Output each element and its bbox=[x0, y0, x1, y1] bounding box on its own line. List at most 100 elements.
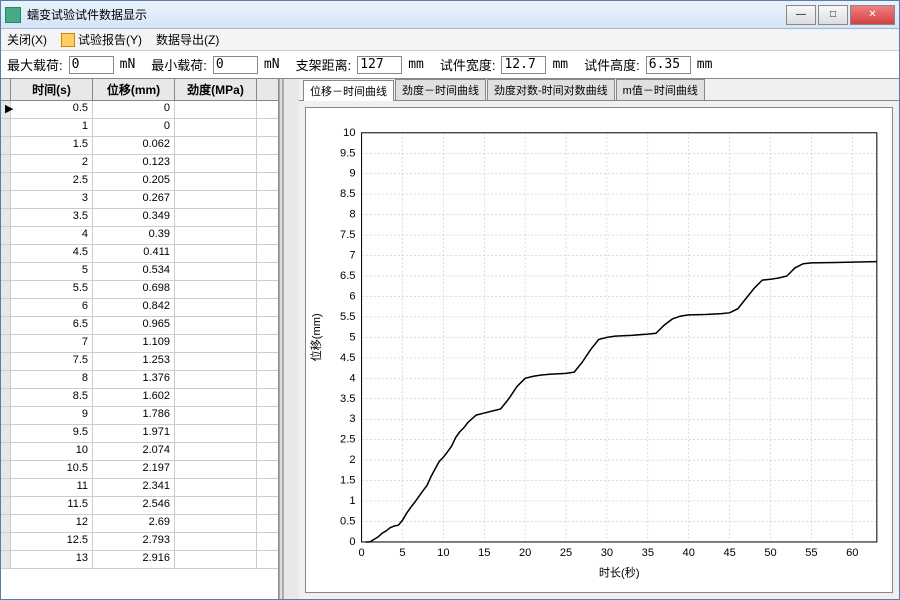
minimize-button[interactable]: — bbox=[786, 5, 816, 25]
minload-unit: mN bbox=[264, 57, 280, 72]
height-input[interactable] bbox=[646, 56, 691, 74]
menu-report[interactable]: 试验报告(Y) bbox=[61, 31, 142, 48]
svg-text:7: 7 bbox=[349, 250, 355, 262]
span-input[interactable] bbox=[357, 56, 402, 74]
table-row[interactable]: 6.5 0.965 bbox=[1, 317, 278, 335]
tab-2[interactable]: 劲度对数-时间对数曲线 bbox=[487, 79, 615, 100]
chart-pane: 位移－时间曲线劲度－时间曲线劲度对数-时间对数曲线m值－时间曲线 00.511.… bbox=[299, 79, 899, 599]
close-button[interactable]: ✕ bbox=[850, 5, 895, 25]
svg-text:4: 4 bbox=[349, 372, 355, 384]
svg-text:45: 45 bbox=[723, 547, 735, 559]
table-row[interactable]: 9 1.786 bbox=[1, 407, 278, 425]
row-marker bbox=[1, 119, 11, 136]
cell-time: 5 bbox=[11, 263, 93, 280]
cell-stiff bbox=[175, 407, 257, 424]
table-row[interactable]: 7.5 1.253 bbox=[1, 353, 278, 371]
cell-disp: 2.341 bbox=[93, 479, 175, 496]
cell-disp: 0 bbox=[93, 119, 175, 136]
table-row[interactable]: 3.5 0.349 bbox=[1, 209, 278, 227]
chart-svg: 00.511.522.533.544.555.566.577.588.599.5… bbox=[306, 108, 892, 592]
width-input[interactable] bbox=[501, 56, 546, 74]
tab-1[interactable]: 劲度－时间曲线 bbox=[395, 79, 486, 100]
cell-stiff bbox=[175, 173, 257, 190]
table-header: 时间(s) 位移(mm) 劲度(MPa) bbox=[1, 79, 278, 101]
table-row[interactable]: 13 2.916 bbox=[1, 551, 278, 569]
tab-3[interactable]: m值－时间曲线 bbox=[616, 79, 705, 100]
table-row[interactable]: 10 2.074 bbox=[1, 443, 278, 461]
col-disp[interactable]: 位移(mm) bbox=[93, 79, 175, 100]
table-row[interactable]: 11 2.341 bbox=[1, 479, 278, 497]
menu-close[interactable]: 关闭(X) bbox=[7, 31, 47, 48]
cell-time: 7.5 bbox=[11, 353, 93, 370]
table-row[interactable]: 5.5 0.698 bbox=[1, 281, 278, 299]
cell-stiff bbox=[175, 479, 257, 496]
table-row[interactable]: 9.5 1.971 bbox=[1, 425, 278, 443]
row-marker bbox=[1, 335, 11, 352]
table-row[interactable]: 10.5 2.197 bbox=[1, 461, 278, 479]
svg-text:7.5: 7.5 bbox=[340, 229, 355, 241]
row-marker bbox=[1, 173, 11, 190]
table-row[interactable]: 12.5 2.793 bbox=[1, 533, 278, 551]
tab-0[interactable]: 位移－时间曲线 bbox=[303, 80, 394, 101]
svg-text:25: 25 bbox=[560, 547, 572, 559]
table-row[interactable]: 4 0.39 bbox=[1, 227, 278, 245]
svg-text:3.5: 3.5 bbox=[340, 393, 355, 405]
row-marker bbox=[1, 497, 11, 514]
svg-text:6: 6 bbox=[349, 290, 355, 302]
row-marker bbox=[1, 389, 11, 406]
cell-stiff bbox=[175, 299, 257, 316]
maximize-button[interactable]: □ bbox=[818, 5, 848, 25]
table-body[interactable]: ▶ 0.5 0 1 0 1.5 0.062 2 0.123 2.5 0.205 … bbox=[1, 101, 278, 599]
table-row[interactable]: 1.5 0.062 bbox=[1, 137, 278, 155]
col-stiff[interactable]: 劲度(MPa) bbox=[175, 79, 257, 100]
table-scrollbar[interactable] bbox=[283, 79, 299, 599]
menu-export[interactable]: 数据导出(Z) bbox=[156, 31, 219, 48]
cell-time: 10 bbox=[11, 443, 93, 460]
cell-time: 11 bbox=[11, 479, 93, 496]
cell-stiff bbox=[175, 533, 257, 550]
row-marker bbox=[1, 227, 11, 244]
table-row[interactable]: 4.5 0.411 bbox=[1, 245, 278, 263]
svg-text:2: 2 bbox=[349, 454, 355, 466]
cell-stiff bbox=[175, 227, 257, 244]
cell-time: 13 bbox=[11, 551, 93, 568]
cell-stiff bbox=[175, 119, 257, 136]
row-marker bbox=[1, 209, 11, 226]
row-marker bbox=[1, 551, 11, 568]
width-unit: mm bbox=[552, 57, 568, 72]
col-time[interactable]: 时间(s) bbox=[11, 79, 93, 100]
table-row[interactable]: 3 0.267 bbox=[1, 191, 278, 209]
table-row[interactable]: 11.5 2.546 bbox=[1, 497, 278, 515]
row-marker bbox=[1, 515, 11, 532]
cell-stiff bbox=[175, 155, 257, 172]
svg-text:20: 20 bbox=[519, 547, 531, 559]
svg-text:6.5: 6.5 bbox=[340, 270, 355, 282]
svg-text:1.5: 1.5 bbox=[340, 475, 355, 487]
table-row[interactable]: 5 0.534 bbox=[1, 263, 278, 281]
cell-disp: 0.349 bbox=[93, 209, 175, 226]
table-row[interactable]: 2 0.123 bbox=[1, 155, 278, 173]
cell-time: 9 bbox=[11, 407, 93, 424]
svg-text:5.5: 5.5 bbox=[340, 311, 355, 323]
cell-time: 12.5 bbox=[11, 533, 93, 550]
cell-disp: 0.411 bbox=[93, 245, 175, 262]
table-row[interactable]: 1 0 bbox=[1, 119, 278, 137]
data-table: 时间(s) 位移(mm) 劲度(MPa) ▶ 0.5 0 1 0 1.5 0.0… bbox=[1, 79, 279, 599]
cell-disp: 0 bbox=[93, 101, 175, 118]
row-marker bbox=[1, 137, 11, 154]
table-row[interactable]: ▶ 0.5 0 bbox=[1, 101, 278, 119]
cell-disp: 2.074 bbox=[93, 443, 175, 460]
row-marker bbox=[1, 317, 11, 334]
table-row[interactable]: 2.5 0.205 bbox=[1, 173, 278, 191]
svg-text:35: 35 bbox=[642, 547, 654, 559]
table-row[interactable]: 7 1.109 bbox=[1, 335, 278, 353]
table-row[interactable]: 6 0.842 bbox=[1, 299, 278, 317]
row-marker bbox=[1, 407, 11, 424]
table-row[interactable]: 12 2.69 bbox=[1, 515, 278, 533]
row-marker bbox=[1, 479, 11, 496]
table-row[interactable]: 8 1.376 bbox=[1, 371, 278, 389]
table-row[interactable]: 8.5 1.602 bbox=[1, 389, 278, 407]
minload-input[interactable] bbox=[213, 56, 258, 74]
row-marker bbox=[1, 299, 11, 316]
maxload-input[interactable] bbox=[69, 56, 114, 74]
